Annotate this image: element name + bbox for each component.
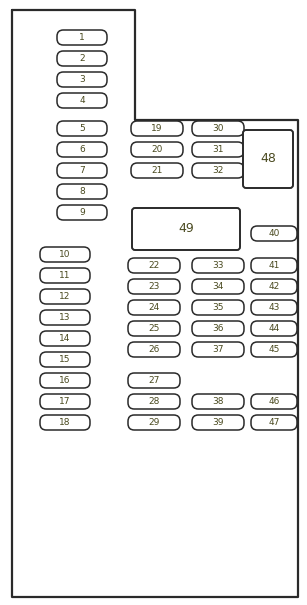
Text: 20: 20 (151, 145, 163, 154)
FancyBboxPatch shape (128, 394, 180, 409)
FancyBboxPatch shape (131, 163, 183, 178)
FancyBboxPatch shape (40, 289, 90, 304)
FancyBboxPatch shape (57, 142, 107, 157)
FancyBboxPatch shape (128, 415, 180, 430)
Text: 17: 17 (59, 397, 71, 406)
Text: 38: 38 (212, 397, 224, 406)
FancyBboxPatch shape (251, 394, 297, 409)
Text: 42: 42 (268, 282, 280, 291)
FancyBboxPatch shape (251, 279, 297, 294)
FancyBboxPatch shape (57, 184, 107, 199)
FancyBboxPatch shape (128, 300, 180, 315)
FancyBboxPatch shape (40, 373, 90, 388)
FancyBboxPatch shape (40, 268, 90, 283)
Text: 1: 1 (79, 33, 85, 42)
Text: 13: 13 (59, 313, 71, 322)
Text: 19: 19 (151, 124, 163, 133)
FancyBboxPatch shape (128, 321, 180, 336)
Text: 5: 5 (79, 124, 85, 133)
FancyBboxPatch shape (57, 72, 107, 87)
Text: 10: 10 (59, 250, 71, 259)
Text: 15: 15 (59, 355, 71, 364)
FancyBboxPatch shape (40, 352, 90, 367)
FancyBboxPatch shape (128, 279, 180, 294)
FancyBboxPatch shape (251, 226, 297, 241)
Text: 14: 14 (59, 334, 71, 343)
Text: 27: 27 (148, 376, 160, 385)
FancyBboxPatch shape (192, 394, 244, 409)
FancyBboxPatch shape (132, 208, 240, 250)
FancyBboxPatch shape (192, 300, 244, 315)
Text: 4: 4 (79, 96, 85, 105)
FancyBboxPatch shape (128, 373, 180, 388)
FancyBboxPatch shape (57, 30, 107, 45)
Text: 37: 37 (212, 345, 224, 354)
FancyBboxPatch shape (192, 163, 244, 178)
FancyBboxPatch shape (40, 394, 90, 409)
Text: 25: 25 (148, 324, 160, 333)
Text: 46: 46 (268, 397, 280, 406)
Text: 39: 39 (212, 418, 224, 427)
Text: 32: 32 (212, 166, 224, 175)
FancyBboxPatch shape (192, 142, 244, 157)
FancyBboxPatch shape (131, 121, 183, 136)
Text: 44: 44 (268, 324, 280, 333)
FancyBboxPatch shape (128, 258, 180, 273)
FancyBboxPatch shape (57, 163, 107, 178)
Text: 34: 34 (212, 282, 224, 291)
Text: 24: 24 (148, 303, 160, 312)
Text: 16: 16 (59, 376, 71, 385)
Text: 41: 41 (268, 261, 280, 270)
Text: 2: 2 (79, 54, 85, 63)
Text: 8: 8 (79, 187, 85, 196)
Text: 29: 29 (148, 418, 160, 427)
Text: 43: 43 (268, 303, 280, 312)
Text: 49: 49 (178, 223, 194, 235)
FancyBboxPatch shape (192, 121, 244, 136)
FancyBboxPatch shape (57, 51, 107, 66)
FancyBboxPatch shape (192, 258, 244, 273)
FancyBboxPatch shape (57, 121, 107, 136)
Text: 6: 6 (79, 145, 85, 154)
Text: 21: 21 (151, 166, 163, 175)
Text: 30: 30 (212, 124, 224, 133)
Text: 12: 12 (59, 292, 71, 301)
Text: 48: 48 (260, 152, 276, 166)
Text: 3: 3 (79, 75, 85, 84)
FancyBboxPatch shape (251, 321, 297, 336)
Text: 23: 23 (148, 282, 160, 291)
Text: 22: 22 (148, 261, 160, 270)
FancyBboxPatch shape (40, 331, 90, 346)
FancyBboxPatch shape (251, 342, 297, 357)
Text: 35: 35 (212, 303, 224, 312)
Text: 28: 28 (148, 397, 160, 406)
Text: 36: 36 (212, 324, 224, 333)
Text: 40: 40 (268, 229, 280, 238)
FancyBboxPatch shape (57, 93, 107, 108)
FancyBboxPatch shape (192, 415, 244, 430)
Text: 9: 9 (79, 208, 85, 217)
Text: 33: 33 (212, 261, 224, 270)
Text: 31: 31 (212, 145, 224, 154)
FancyBboxPatch shape (57, 205, 107, 220)
FancyBboxPatch shape (192, 279, 244, 294)
Text: 26: 26 (148, 345, 160, 354)
FancyBboxPatch shape (192, 321, 244, 336)
FancyBboxPatch shape (131, 142, 183, 157)
Text: 7: 7 (79, 166, 85, 175)
FancyBboxPatch shape (40, 247, 90, 262)
Text: 47: 47 (268, 418, 280, 427)
FancyBboxPatch shape (251, 300, 297, 315)
FancyBboxPatch shape (40, 310, 90, 325)
Text: 11: 11 (59, 271, 71, 280)
FancyBboxPatch shape (251, 415, 297, 430)
FancyBboxPatch shape (243, 130, 293, 188)
FancyBboxPatch shape (128, 342, 180, 357)
Text: 18: 18 (59, 418, 71, 427)
FancyBboxPatch shape (40, 415, 90, 430)
Text: 45: 45 (268, 345, 280, 354)
FancyBboxPatch shape (192, 342, 244, 357)
FancyBboxPatch shape (251, 258, 297, 273)
